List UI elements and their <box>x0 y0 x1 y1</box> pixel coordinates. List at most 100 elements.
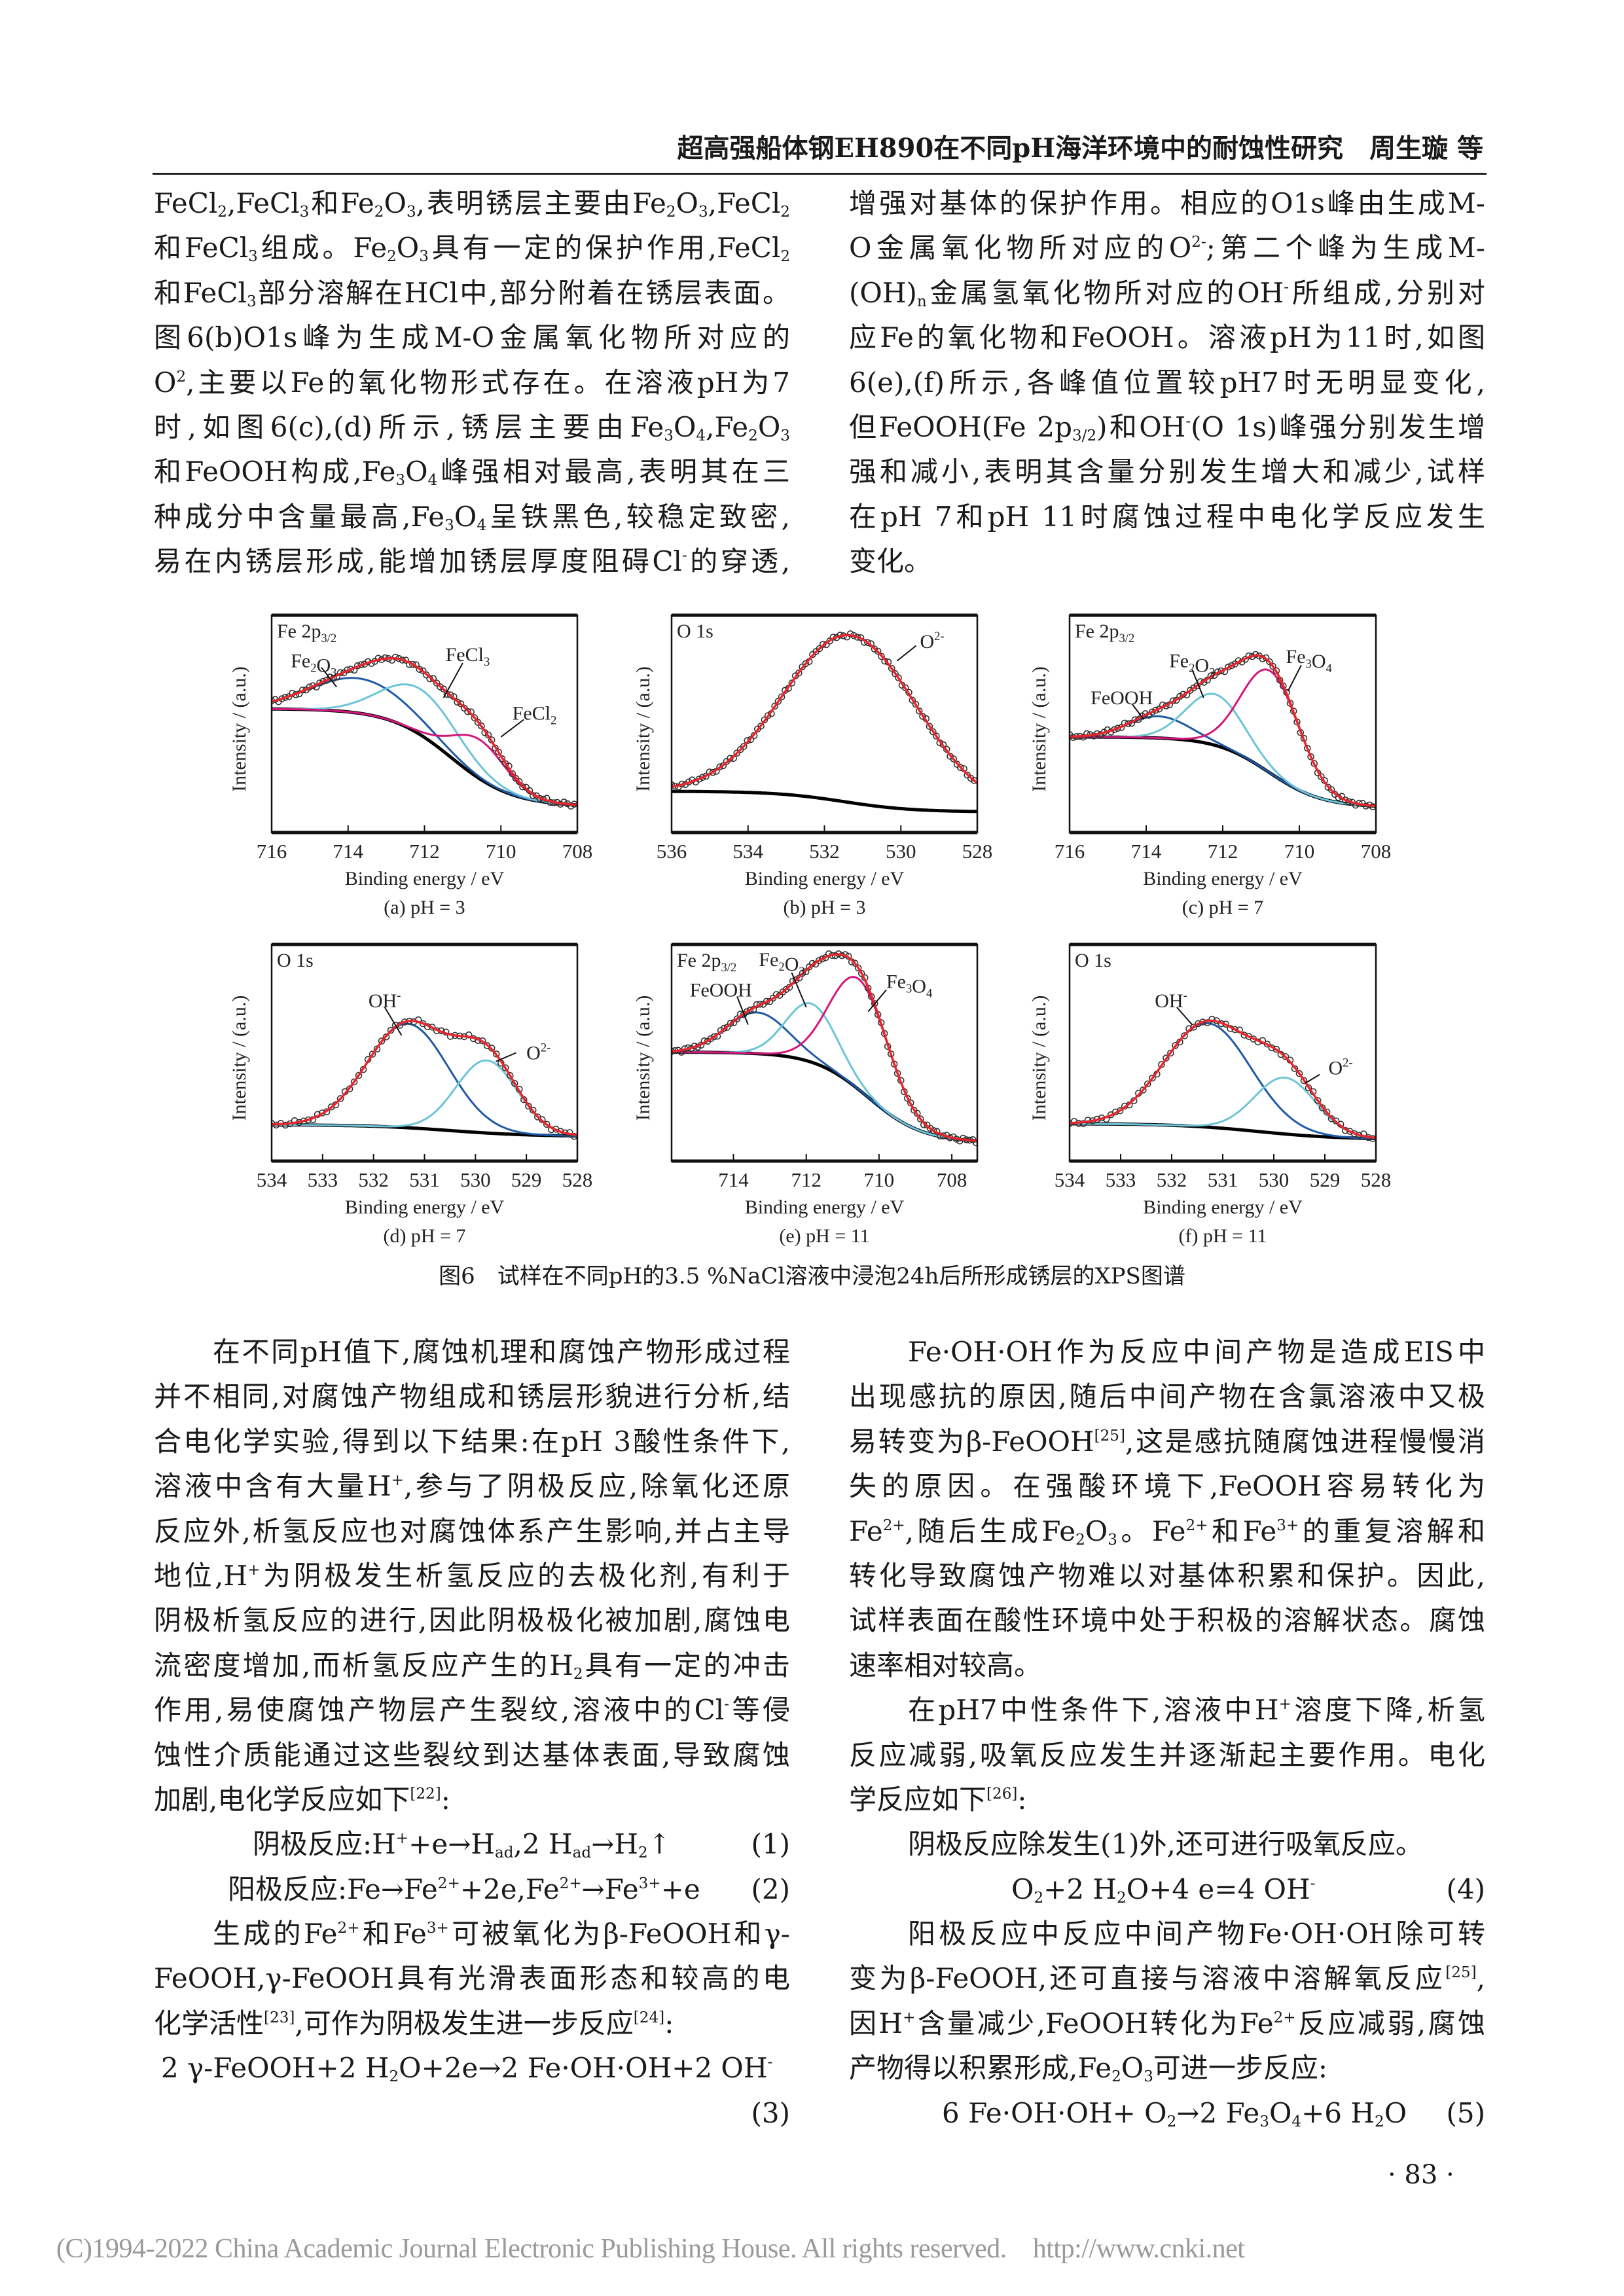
peak-label: FeCl2 <box>513 702 557 727</box>
data-point <box>1125 720 1132 727</box>
x-tick-label: 712 <box>791 1168 821 1191</box>
x-tick-label: 532 <box>1157 1168 1187 1191</box>
peak-label: O2- <box>1328 1056 1352 1079</box>
data-point <box>929 728 937 736</box>
equation: 阳极反应:Fe→Fe2++2e,Fe2+→Fe3++e (2) <box>154 1867 790 1912</box>
x-tick-label: 714 <box>333 840 364 863</box>
x-tick-label: 716 <box>1055 840 1085 863</box>
background-curve <box>1070 735 1376 808</box>
text-line: 地位,H+为阴极发生析氢反应的去极化剂,有利于 <box>154 1559 790 1592</box>
panel-label: Fe 2p3/2 <box>677 950 736 975</box>
envelope-curve <box>1070 1019 1376 1139</box>
data-point <box>1282 1053 1290 1060</box>
data-point <box>382 1033 390 1041</box>
text-line: 在pH 7和pH 11时腐蚀过程中电化学反应发生 <box>849 500 1485 533</box>
equation-number: (4) <box>1446 1873 1486 1905</box>
text-line: 并不相同,对腐蚀产物组成和锈层形貌进行分析,结 <box>154 1380 790 1413</box>
component-curve <box>672 1002 977 1142</box>
equation-text: 2 γ-FeOOH+2 H2O+2e→2 Fe·OH·OH+2 OH- <box>161 2052 773 2086</box>
equation: 6 Fe·OH·OH+ O2→2 Fe3O4+6 H2O (5) <box>849 2091 1485 2136</box>
annotation-leader <box>384 1007 403 1036</box>
peak-label: O2- <box>920 630 944 653</box>
data-point <box>878 653 885 660</box>
data-point <box>454 698 461 706</box>
x-tick-label: 533 <box>1106 1168 1136 1191</box>
y-axis-label: Intensity / (a.u.) <box>632 666 654 792</box>
envelope-curve <box>272 657 577 806</box>
x-tick-label: 708 <box>1361 840 1392 863</box>
x-tick-label: 533 <box>308 1168 338 1191</box>
data-point <box>826 637 833 645</box>
x-tick-label: 528 <box>562 1168 593 1191</box>
data-point <box>416 666 424 673</box>
text-line: 作用,易使腐蚀产物层产生裂纹,溶液中的Cl-等侵 <box>154 1694 790 1727</box>
panel-caption: (c) pH = 7 <box>1182 897 1263 918</box>
data-point <box>1314 1097 1322 1104</box>
annotation-leader <box>442 662 463 698</box>
data-point <box>1144 1080 1151 1088</box>
x-tick-label: 529 <box>1310 1168 1341 1191</box>
plot-area <box>272 1016 577 1140</box>
data-point <box>478 722 485 730</box>
data-point <box>764 712 772 719</box>
text-line: 变化。 <box>849 545 932 578</box>
component-curve <box>1070 1077 1376 1139</box>
x-tick-label: 712 <box>1208 840 1238 863</box>
data-point <box>957 764 964 771</box>
equation-number: (1) <box>751 1828 791 1861</box>
x-tick-label: 530 <box>886 840 916 863</box>
annotation-leader <box>867 989 887 1013</box>
peak-label: FeOOH <box>690 980 752 1001</box>
equation: 阴极反应:H++e→Had,2 Had→H2↑ (1) <box>154 1822 790 1867</box>
peak-label: FeOOH <box>1091 687 1153 709</box>
equation-text: 6 Fe·OH·OH+ O2→2 Fe3O4+6 H2O <box>942 2096 1407 2130</box>
text-line: 和FeOOH构成,Fe3O4峰强相对最高,表明其在三 <box>154 456 790 490</box>
text-line: 转化导致腐蚀产物难以对基体积累和保护。因此, <box>849 1559 1485 1592</box>
annotation-leader <box>736 996 749 1025</box>
text-line: 阴极析氢反应的进行,因此阴极极化被加剧,腐蚀电 <box>154 1604 790 1637</box>
data-point <box>1070 1118 1078 1125</box>
text-line: 出现感抗的原因,随后中间产物在含氯溶液中又极 <box>849 1380 1485 1413</box>
x-tick-label: 531 <box>1208 1168 1238 1191</box>
data-point <box>509 770 516 778</box>
x-tick-label: 530 <box>460 1168 491 1191</box>
data-point <box>369 1050 376 1058</box>
envelope-curve <box>1070 654 1376 808</box>
annotation-leader <box>1287 664 1302 692</box>
header-rule <box>153 173 1487 175</box>
panel-label: O 1s <box>677 620 713 642</box>
plot-area <box>672 950 977 1147</box>
text-line: 种成分中含量最高,Fe3O4呈铁黑色,较稳定致密, <box>154 500 790 534</box>
text-line: 在pH7中性条件下,溶液中H+溶度下降,析氢 <box>908 1694 1485 1727</box>
data-point <box>346 1085 353 1092</box>
data-point <box>912 700 920 708</box>
data-point <box>771 702 778 710</box>
data-point <box>1116 1107 1124 1115</box>
x-tick-label: 710 <box>1284 840 1315 863</box>
x-axis-label: Binding energy / eV <box>1143 1196 1303 1218</box>
annotation-leader <box>500 719 524 738</box>
envelope-curve <box>672 953 977 1142</box>
x-tick-label: 710 <box>486 840 516 863</box>
figure-6-xps-spectra: 716 714 712 710 708 Binding energy / eV (a) pH… <box>228 613 1392 1247</box>
component-curve <box>272 683 577 806</box>
xps-panel: 534 533 532 531 530 529 528 Binding energy / eV… <box>228 942 593 1247</box>
data-point <box>567 802 575 810</box>
data-point <box>747 736 755 744</box>
xps-panel: 716 714 712 710 708 Binding energy / eV (c) pH… <box>1028 613 1392 918</box>
text-line: 强和减小,表明其含量分别发生增大和减少,试样 <box>849 456 1485 488</box>
data-point <box>802 660 810 668</box>
page-number: · 83 · <box>1388 2160 1454 2190</box>
component-curve <box>272 677 577 806</box>
peak-label: Fe2O3 <box>759 949 804 978</box>
data-point <box>930 1127 937 1134</box>
data-point <box>917 1115 924 1122</box>
copyright-text: (C)1994-2022 China Academic Journal Elec… <box>56 2234 1007 2264</box>
text-line: 应Fe的氧化物和FeOOH。溶液pH为11时,如图 <box>849 321 1485 354</box>
text-line: 阳极反应中反应中间产物Fe·OH·OH除可转 <box>908 1918 1485 1950</box>
panel-label: Fe 2p3/2 <box>1075 620 1134 645</box>
text-line: 图6(b)O1s峰为生成M-O金属氧化物所对应的 <box>154 321 790 354</box>
x-axis-label: Binding energy / eV <box>745 1196 905 1218</box>
x-tick-label: 530 <box>1259 1168 1290 1191</box>
footer-url[interactable]: http://www.cnki.net <box>1032 2234 1245 2264</box>
